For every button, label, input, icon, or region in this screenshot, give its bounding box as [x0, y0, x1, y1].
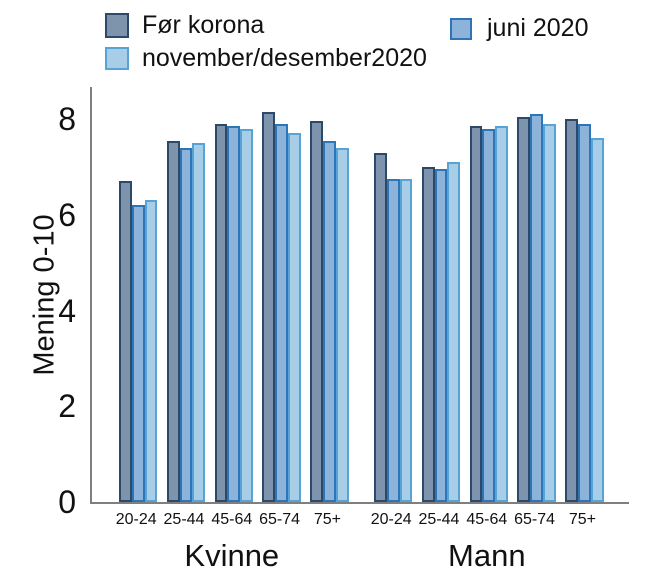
bar-mann-75+-series1 — [578, 123, 591, 502]
bar-kvinne-65-74-series1 — [275, 123, 288, 502]
legend-label-juni-2020: juni 2020 — [487, 14, 589, 42]
y-tick-4: 4 — [58, 292, 76, 329]
bar-kvinne-20-24-series0 — [119, 181, 132, 502]
cluster-label-kvinne: Kvinne — [184, 538, 280, 573]
bar-kvinne-25-44-series1 — [179, 147, 193, 502]
x-tick-kvinne-25-44: 25-44 — [163, 511, 205, 528]
bar-mann-75+-series0 — [565, 119, 578, 502]
y-tick-6: 6 — [58, 196, 76, 233]
x-tick-mann-65-74: 65-74 — [514, 511, 556, 528]
x-tick-mann-20-24: 20-24 — [370, 511, 412, 528]
bar-mann-20-24-series2 — [399, 178, 413, 502]
bar-kvinne-45-64-series2 — [240, 128, 253, 502]
legend-label-for-korona: Før korona — [142, 11, 265, 39]
legend-item-for-korona: Før korona — [105, 13, 264, 38]
bar-mann-65-74-series0 — [517, 116, 531, 502]
bar-mann-65-74-series2 — [543, 123, 556, 502]
legend-swatch-for-korona-icon — [105, 13, 129, 38]
x-tick-mann-75+: 75+ — [568, 511, 596, 528]
bar-kvinne-45-64-series1 — [227, 126, 241, 502]
bar-kvinne-20-24-series2 — [144, 200, 158, 502]
x-tick-mann-25-44: 25-44 — [418, 511, 460, 528]
legend-swatch-november-desember-2020-icon — [105, 47, 129, 70]
plot-area — [90, 87, 629, 504]
x-tick-mann-45-64: 45-64 — [466, 511, 508, 528]
bar-kvinne-20-24-series1 — [131, 205, 145, 502]
bar-mann-25-44-series1 — [434, 169, 448, 502]
bar-kvinne-25-44-series2 — [192, 143, 206, 502]
x-tick-kvinne-75+: 75+ — [313, 511, 341, 528]
x-tick-kvinne-65-74: 65-74 — [259, 511, 301, 528]
bar-kvinne-75+-series1 — [323, 140, 336, 502]
bar-mann-25-44-series2 — [447, 162, 461, 502]
bar-mann-25-44-series0 — [421, 166, 435, 502]
legend-swatch-juni-2020-icon — [450, 17, 472, 40]
bar-kvinne-75+-series2 — [335, 147, 349, 502]
bar-mann-75+-series2 — [590, 138, 604, 502]
bar-mann-45-64-series2 — [495, 126, 508, 502]
y-tick-0: 0 — [58, 484, 76, 520]
x-tick-kvinne-45-64: 45-64 — [211, 511, 253, 528]
legend-label-november-desember-2020: november/desember2020 — [142, 44, 427, 72]
bar-mann-20-24-series1 — [386, 178, 400, 502]
legend-item-juni-2020: juni 2020 — [450, 16, 588, 41]
y-tick-8: 8 — [58, 101, 76, 138]
bar-kvinne-75+-series0 — [310, 121, 323, 502]
bar-kvinne-25-44-series0 — [166, 140, 180, 502]
bar-kvinne-65-74-series0 — [262, 111, 276, 502]
x-tick-kvinne-20-24: 20-24 — [115, 511, 157, 528]
bar-kvinne-65-74-series2 — [288, 133, 301, 502]
bar-mann-45-64-series1 — [482, 128, 496, 502]
bar-mann-45-64-series0 — [469, 126, 483, 502]
cluster-label-mann: Mann — [448, 538, 526, 573]
y-tick-2: 2 — [58, 388, 76, 425]
bar-kvinne-45-64-series0 — [214, 123, 228, 502]
legend-item-november-desember-2020: november/desember2020 — [105, 46, 427, 71]
bar-mann-65-74-series1 — [530, 114, 543, 502]
bar-mann-20-24-series0 — [374, 152, 387, 502]
